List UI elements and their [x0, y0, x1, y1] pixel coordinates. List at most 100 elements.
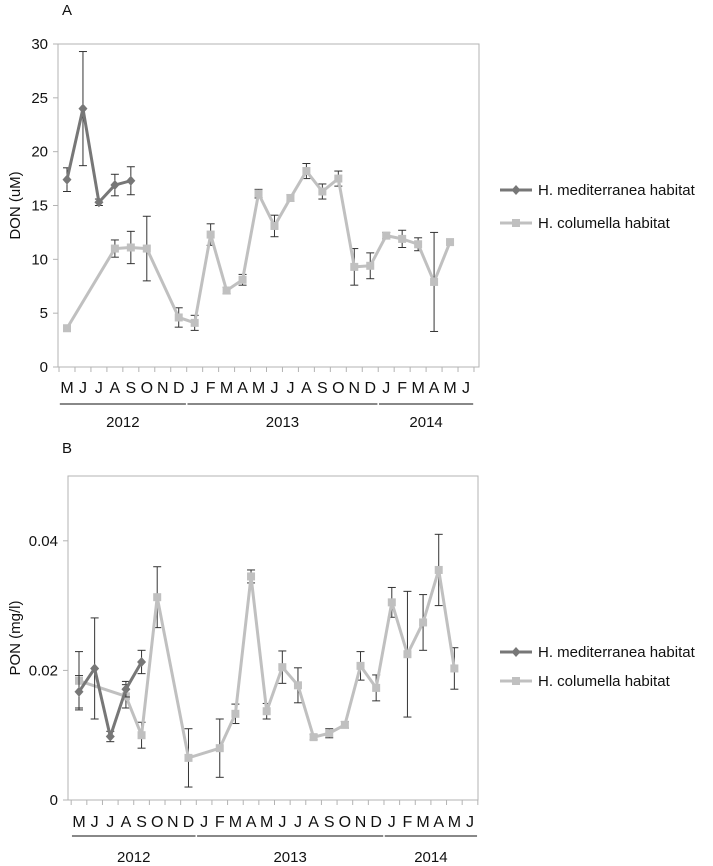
data-point: [137, 656, 147, 667]
data-point: [190, 318, 199, 327]
series-line: [77, 661, 143, 738]
data-point: [94, 197, 104, 208]
data-point: [63, 324, 71, 333]
data-point: [372, 683, 381, 692]
data-point: [126, 243, 135, 252]
plot-frame: [67, 475, 479, 801]
x-tick-label: M: [72, 814, 85, 831]
x-tick-label: S: [324, 814, 335, 831]
x-tick-label: A: [110, 380, 121, 397]
data-point: [215, 744, 224, 753]
panel-b-letter: B: [62, 440, 72, 457]
data-point: [430, 277, 439, 286]
y-tick-label: 30: [31, 36, 48, 53]
x-tick-label: J: [294, 814, 302, 831]
x-tick-label: J: [388, 814, 396, 831]
data-point: [286, 193, 295, 202]
series-line: [78, 568, 456, 760]
x-tick-label: J: [462, 380, 470, 397]
x-tick-label: M: [260, 814, 273, 831]
series-0: [62, 51, 136, 208]
data-point: [270, 221, 279, 230]
data-point: [110, 180, 120, 191]
data-point: [414, 240, 423, 249]
data-point: [105, 731, 115, 742]
y-tick-label: 25: [31, 90, 48, 107]
x-tick-label: J: [191, 380, 199, 397]
series-line: [65, 169, 452, 330]
data-point: [446, 238, 455, 247]
y-tick-label: 15: [31, 198, 48, 215]
legend-entry: H. columella habitat: [500, 673, 671, 690]
legend-label: H. columella habitat: [538, 673, 671, 690]
legend-entry: H. columella habitat: [500, 215, 671, 232]
x-tick-label: J: [91, 814, 99, 831]
x-tick-label: D: [370, 814, 382, 831]
x-tick-label: N: [167, 814, 179, 831]
data-point: [62, 174, 72, 185]
x-tick-label: J: [95, 380, 103, 397]
x-tick-label: A: [429, 380, 440, 397]
x-tick-label: A: [237, 380, 248, 397]
year-label: 2013: [273, 849, 306, 866]
data-point: [206, 230, 215, 239]
data-point: [121, 684, 131, 695]
y-axis-title: DON (uM): [7, 171, 24, 239]
data-point: [350, 262, 359, 271]
data-point: [325, 729, 334, 738]
y-tick-label: 5: [40, 305, 48, 322]
x-tick-label: M: [220, 380, 233, 397]
data-point: [126, 175, 136, 186]
data-point: [222, 286, 231, 295]
x-tick-label: J: [200, 814, 208, 831]
data-point: [302, 167, 311, 176]
legend-marker: [512, 677, 520, 685]
y-axis-title: PON (mg/l): [7, 600, 24, 675]
y-tick-label: 0.04: [29, 533, 58, 550]
x-tick-label: A: [121, 814, 132, 831]
x-tick-label: N: [355, 814, 367, 831]
data-point: [382, 231, 391, 240]
legend-marker: [511, 185, 521, 195]
x-tick-label: J: [79, 380, 87, 397]
x-tick-label: N: [157, 380, 169, 397]
x-tick-label: A: [433, 814, 444, 831]
legend-label: H. columella habitat: [538, 215, 671, 232]
data-point: [231, 709, 240, 718]
x-tick-label: O: [141, 380, 153, 397]
panel-a-letter: A: [62, 2, 72, 19]
x-tick-label: M: [443, 380, 456, 397]
x-tick-label: D: [173, 380, 185, 397]
data-point: [74, 686, 84, 697]
x-tick-label: M: [448, 814, 461, 831]
x-tick-label: J: [270, 380, 278, 397]
series-0: [74, 617, 147, 743]
x-tick-label: S: [136, 814, 147, 831]
data-point: [153, 593, 162, 602]
data-point: [419, 618, 428, 627]
data-point: [450, 664, 459, 673]
data-point: [254, 189, 263, 198]
data-point: [247, 572, 256, 581]
legend-label: H. mediterranea habitat: [538, 182, 696, 199]
data-point: [366, 261, 375, 270]
data-point: [238, 275, 247, 284]
x-tick-label: M: [60, 380, 73, 397]
y-tick-label: 20: [31, 144, 48, 161]
data-point: [340, 720, 349, 729]
y-tick-label: 0: [40, 359, 48, 376]
x-tick-label: F: [397, 380, 407, 397]
x-tick-label: D: [183, 814, 195, 831]
data-point: [309, 733, 318, 742]
data-point: [356, 661, 365, 670]
x-tick-label: F: [215, 814, 225, 831]
data-point: [434, 565, 443, 574]
year-label: 2014: [409, 414, 442, 431]
legend-entry: H. mediterranea habitat: [500, 182, 696, 199]
year-label: 2012: [106, 414, 139, 431]
data-point: [293, 681, 302, 690]
x-tick-label: M: [411, 380, 424, 397]
year-label: 2012: [117, 849, 150, 866]
